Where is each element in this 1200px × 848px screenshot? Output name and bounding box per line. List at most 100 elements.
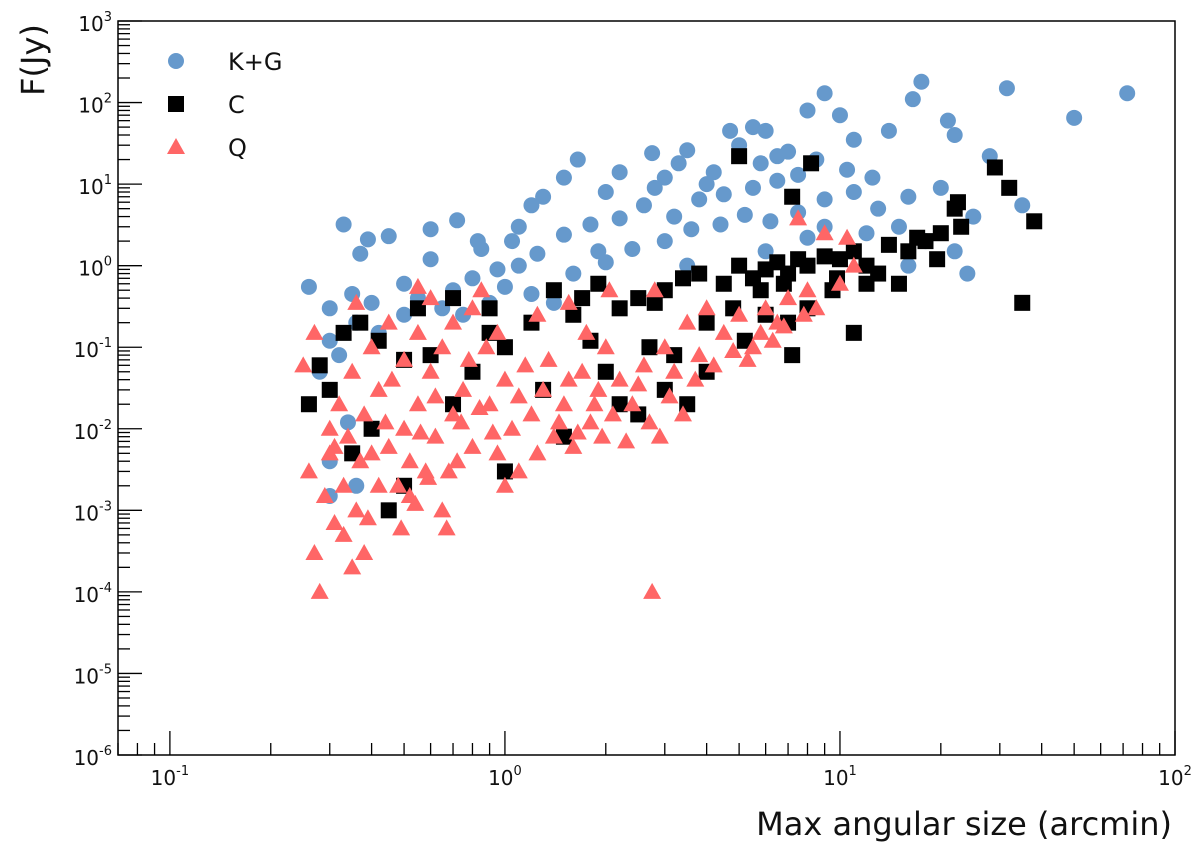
square-point	[1014, 294, 1031, 311]
x-tick-label: 10-1	[151, 764, 189, 790]
y-tick-base: 10	[74, 746, 99, 770]
y-tick-label: 10-1	[74, 336, 112, 362]
y-tick-label: 100	[78, 255, 112, 281]
triangle-point	[596, 338, 615, 355]
circle-point	[799, 229, 816, 246]
square-point	[784, 347, 801, 364]
x-tick-base: 10	[488, 766, 513, 790]
triangle-point	[355, 543, 374, 560]
series-circle	[300, 73, 1136, 504]
y-axis-title: F(Jy)	[14, 24, 52, 96]
triangle-point	[815, 224, 834, 241]
square-point	[300, 396, 317, 413]
square-point	[445, 396, 462, 413]
square-point	[641, 339, 658, 356]
triangle-point	[444, 405, 463, 422]
circle-point	[635, 197, 652, 214]
circle-point	[752, 155, 769, 172]
triangle-point	[362, 338, 381, 355]
square-point	[803, 155, 820, 172]
y-tick-label: 10-4	[74, 581, 112, 607]
triangle-point	[355, 405, 374, 422]
triangle-point	[488, 444, 507, 461]
triangle-point	[577, 323, 596, 340]
circle-point	[880, 122, 897, 139]
triangle-point	[400, 452, 419, 469]
y-tick-label: 103	[78, 10, 112, 36]
plot-border	[117, 20, 1176, 756]
circle-point	[611, 210, 628, 227]
x-tick-base: 10	[823, 766, 848, 790]
circle-point	[780, 143, 797, 160]
square-point	[646, 294, 663, 311]
circle-point	[656, 233, 673, 250]
y-tick-exponent: -6	[99, 744, 112, 759]
x-axis-title: Max angular size (arcmin)	[756, 805, 1172, 843]
triangle-point	[379, 437, 398, 454]
circle-point	[380, 228, 397, 245]
circle-point	[473, 241, 490, 258]
square-point	[858, 275, 875, 292]
triangle-point	[798, 281, 817, 298]
square-point	[409, 300, 426, 317]
legend-label: Q	[228, 134, 247, 162]
x-tick-base: 10	[151, 766, 176, 790]
circle-point	[523, 197, 540, 214]
circle-point	[545, 294, 562, 311]
triangle-point	[421, 362, 440, 379]
triangle-point	[426, 387, 445, 404]
triangle-point	[459, 350, 478, 367]
circle-point	[965, 208, 982, 225]
circle-point	[1066, 109, 1083, 126]
triangle-point	[305, 543, 324, 560]
x-tick-label: 102	[1158, 764, 1192, 790]
circle-point	[300, 278, 317, 295]
square-point	[445, 290, 462, 307]
circle-point	[712, 216, 729, 233]
triangle-point	[426, 427, 445, 444]
triangle-point	[581, 413, 600, 430]
y-tick-label: 10-3	[74, 499, 112, 525]
triangle-point	[389, 476, 408, 493]
triangle-point	[568, 423, 587, 440]
triangle-point	[522, 405, 541, 422]
triangle-point	[528, 444, 547, 461]
circle-point	[845, 131, 862, 148]
square-point	[481, 300, 498, 317]
triangle-point	[779, 289, 798, 306]
circle-point	[565, 265, 582, 282]
circle-point	[839, 161, 856, 178]
legend-marker-square	[168, 96, 184, 112]
triangle-point	[477, 338, 496, 355]
triangle-point	[559, 293, 578, 310]
circle-point	[722, 122, 739, 139]
triangle-point	[756, 299, 775, 316]
square-point	[611, 396, 628, 413]
triangle-point	[623, 395, 642, 412]
circle-point	[691, 191, 708, 208]
triangle-point	[338, 427, 357, 444]
square-point	[698, 314, 715, 331]
square-point	[344, 445, 361, 462]
plot-frame	[117, 20, 1176, 756]
square-point	[986, 159, 1003, 176]
circle-point	[422, 251, 439, 268]
triangle-point	[470, 398, 489, 415]
triangle-point	[419, 468, 438, 485]
triangle-point	[743, 338, 762, 355]
triangle-point	[325, 513, 344, 530]
triangle-point	[724, 341, 743, 358]
square-point	[691, 265, 708, 282]
triangle-point	[376, 413, 395, 430]
square-point	[949, 194, 966, 211]
y-tick-exponent: -3	[99, 499, 112, 514]
triangle-point	[463, 299, 482, 316]
triangle-point	[714, 323, 733, 340]
triangle-point	[544, 427, 563, 444]
triangle-point	[585, 395, 604, 412]
triangle-point	[730, 305, 749, 322]
triangle-point	[807, 299, 826, 316]
circle-point	[757, 122, 774, 139]
triangle-point	[650, 427, 669, 444]
square-point	[845, 243, 862, 260]
